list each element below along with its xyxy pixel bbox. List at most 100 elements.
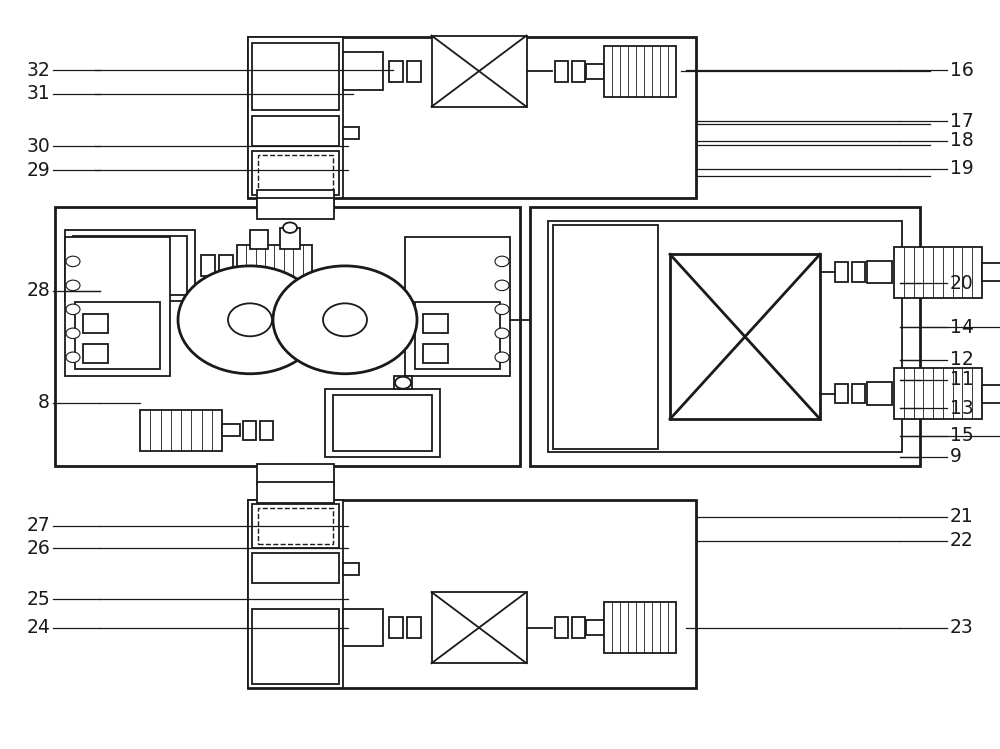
Bar — [140, 410, 222, 451]
Text: 17: 17 — [950, 112, 974, 131]
Bar — [432, 35, 526, 106]
Bar — [540, 309, 554, 330]
Bar — [423, 314, 448, 333]
Circle shape — [395, 377, 411, 389]
Text: 24: 24 — [26, 618, 50, 637]
Circle shape — [66, 280, 80, 291]
Text: 14: 14 — [950, 318, 974, 337]
Text: 26: 26 — [26, 539, 50, 558]
Bar — [548, 221, 902, 452]
Circle shape — [273, 266, 417, 374]
Text: 19: 19 — [950, 159, 974, 178]
Bar — [530, 207, 920, 466]
Bar — [333, 395, 432, 451]
Bar — [250, 230, 268, 249]
Text: 16: 16 — [950, 61, 974, 80]
Bar — [423, 344, 448, 363]
Text: 27: 27 — [26, 516, 50, 536]
Bar — [558, 309, 572, 330]
Bar — [248, 500, 343, 688]
Bar — [894, 246, 982, 297]
Bar — [252, 504, 339, 548]
Text: 21: 21 — [950, 507, 974, 527]
Text: 12: 12 — [950, 350, 974, 369]
Bar — [389, 61, 403, 82]
Circle shape — [323, 303, 367, 336]
Bar — [343, 52, 383, 90]
Bar — [852, 383, 865, 403]
Bar — [65, 237, 170, 376]
Bar — [248, 500, 696, 688]
Bar — [252, 43, 339, 110]
Bar — [219, 255, 233, 276]
Circle shape — [178, 266, 322, 374]
Bar — [252, 609, 339, 684]
Bar — [257, 198, 334, 219]
Bar — [260, 421, 273, 440]
Text: 23: 23 — [950, 618, 974, 637]
Circle shape — [495, 280, 509, 291]
Circle shape — [495, 328, 509, 339]
Text: 8: 8 — [38, 393, 50, 413]
Bar — [257, 482, 334, 503]
Bar — [572, 61, 584, 82]
Bar — [554, 617, 568, 638]
Bar — [201, 255, 215, 276]
Bar — [835, 383, 848, 403]
Bar — [55, 207, 520, 466]
Bar — [553, 225, 658, 449]
Bar — [343, 609, 383, 646]
Bar — [852, 262, 865, 282]
Bar — [222, 424, 240, 437]
Text: 9: 9 — [950, 447, 962, 467]
Circle shape — [495, 256, 509, 267]
Bar — [604, 602, 676, 653]
Circle shape — [66, 256, 80, 267]
Circle shape — [228, 303, 272, 336]
Bar — [258, 155, 333, 191]
Circle shape — [66, 304, 80, 315]
Bar — [554, 61, 568, 82]
Bar — [389, 617, 403, 638]
Circle shape — [66, 352, 80, 363]
Circle shape — [66, 328, 80, 339]
Bar — [248, 37, 696, 198]
Bar — [243, 421, 256, 440]
Text: 29: 29 — [26, 160, 50, 180]
Bar — [83, 344, 108, 363]
Circle shape — [495, 352, 509, 363]
Bar — [415, 302, 500, 369]
Bar — [83, 314, 108, 333]
Bar — [982, 263, 1000, 281]
Text: 18: 18 — [950, 131, 974, 151]
Text: 11: 11 — [950, 370, 974, 389]
Bar — [432, 592, 526, 664]
Bar — [257, 190, 334, 211]
Text: 20: 20 — [950, 273, 974, 293]
Bar — [237, 245, 312, 286]
Bar — [572, 617, 584, 638]
Text: 32: 32 — [26, 61, 50, 80]
Bar — [405, 237, 510, 376]
Bar — [604, 46, 676, 97]
Bar — [670, 255, 820, 419]
Bar — [258, 508, 333, 544]
Bar — [65, 230, 195, 301]
Text: 28: 28 — [26, 281, 50, 300]
Bar — [73, 236, 187, 295]
Text: 31: 31 — [26, 84, 50, 103]
Bar — [257, 464, 334, 485]
Text: 30: 30 — [26, 136, 50, 156]
Bar — [252, 151, 339, 195]
Bar — [407, 617, 421, 638]
Bar — [252, 553, 339, 583]
Text: 22: 22 — [950, 531, 974, 551]
Circle shape — [283, 222, 297, 233]
Text: 15: 15 — [950, 426, 974, 446]
Bar — [280, 228, 300, 249]
Text: 13: 13 — [950, 398, 974, 418]
Bar — [586, 620, 604, 635]
Text: 25: 25 — [26, 589, 50, 609]
Bar — [325, 389, 440, 457]
Bar — [248, 37, 343, 198]
